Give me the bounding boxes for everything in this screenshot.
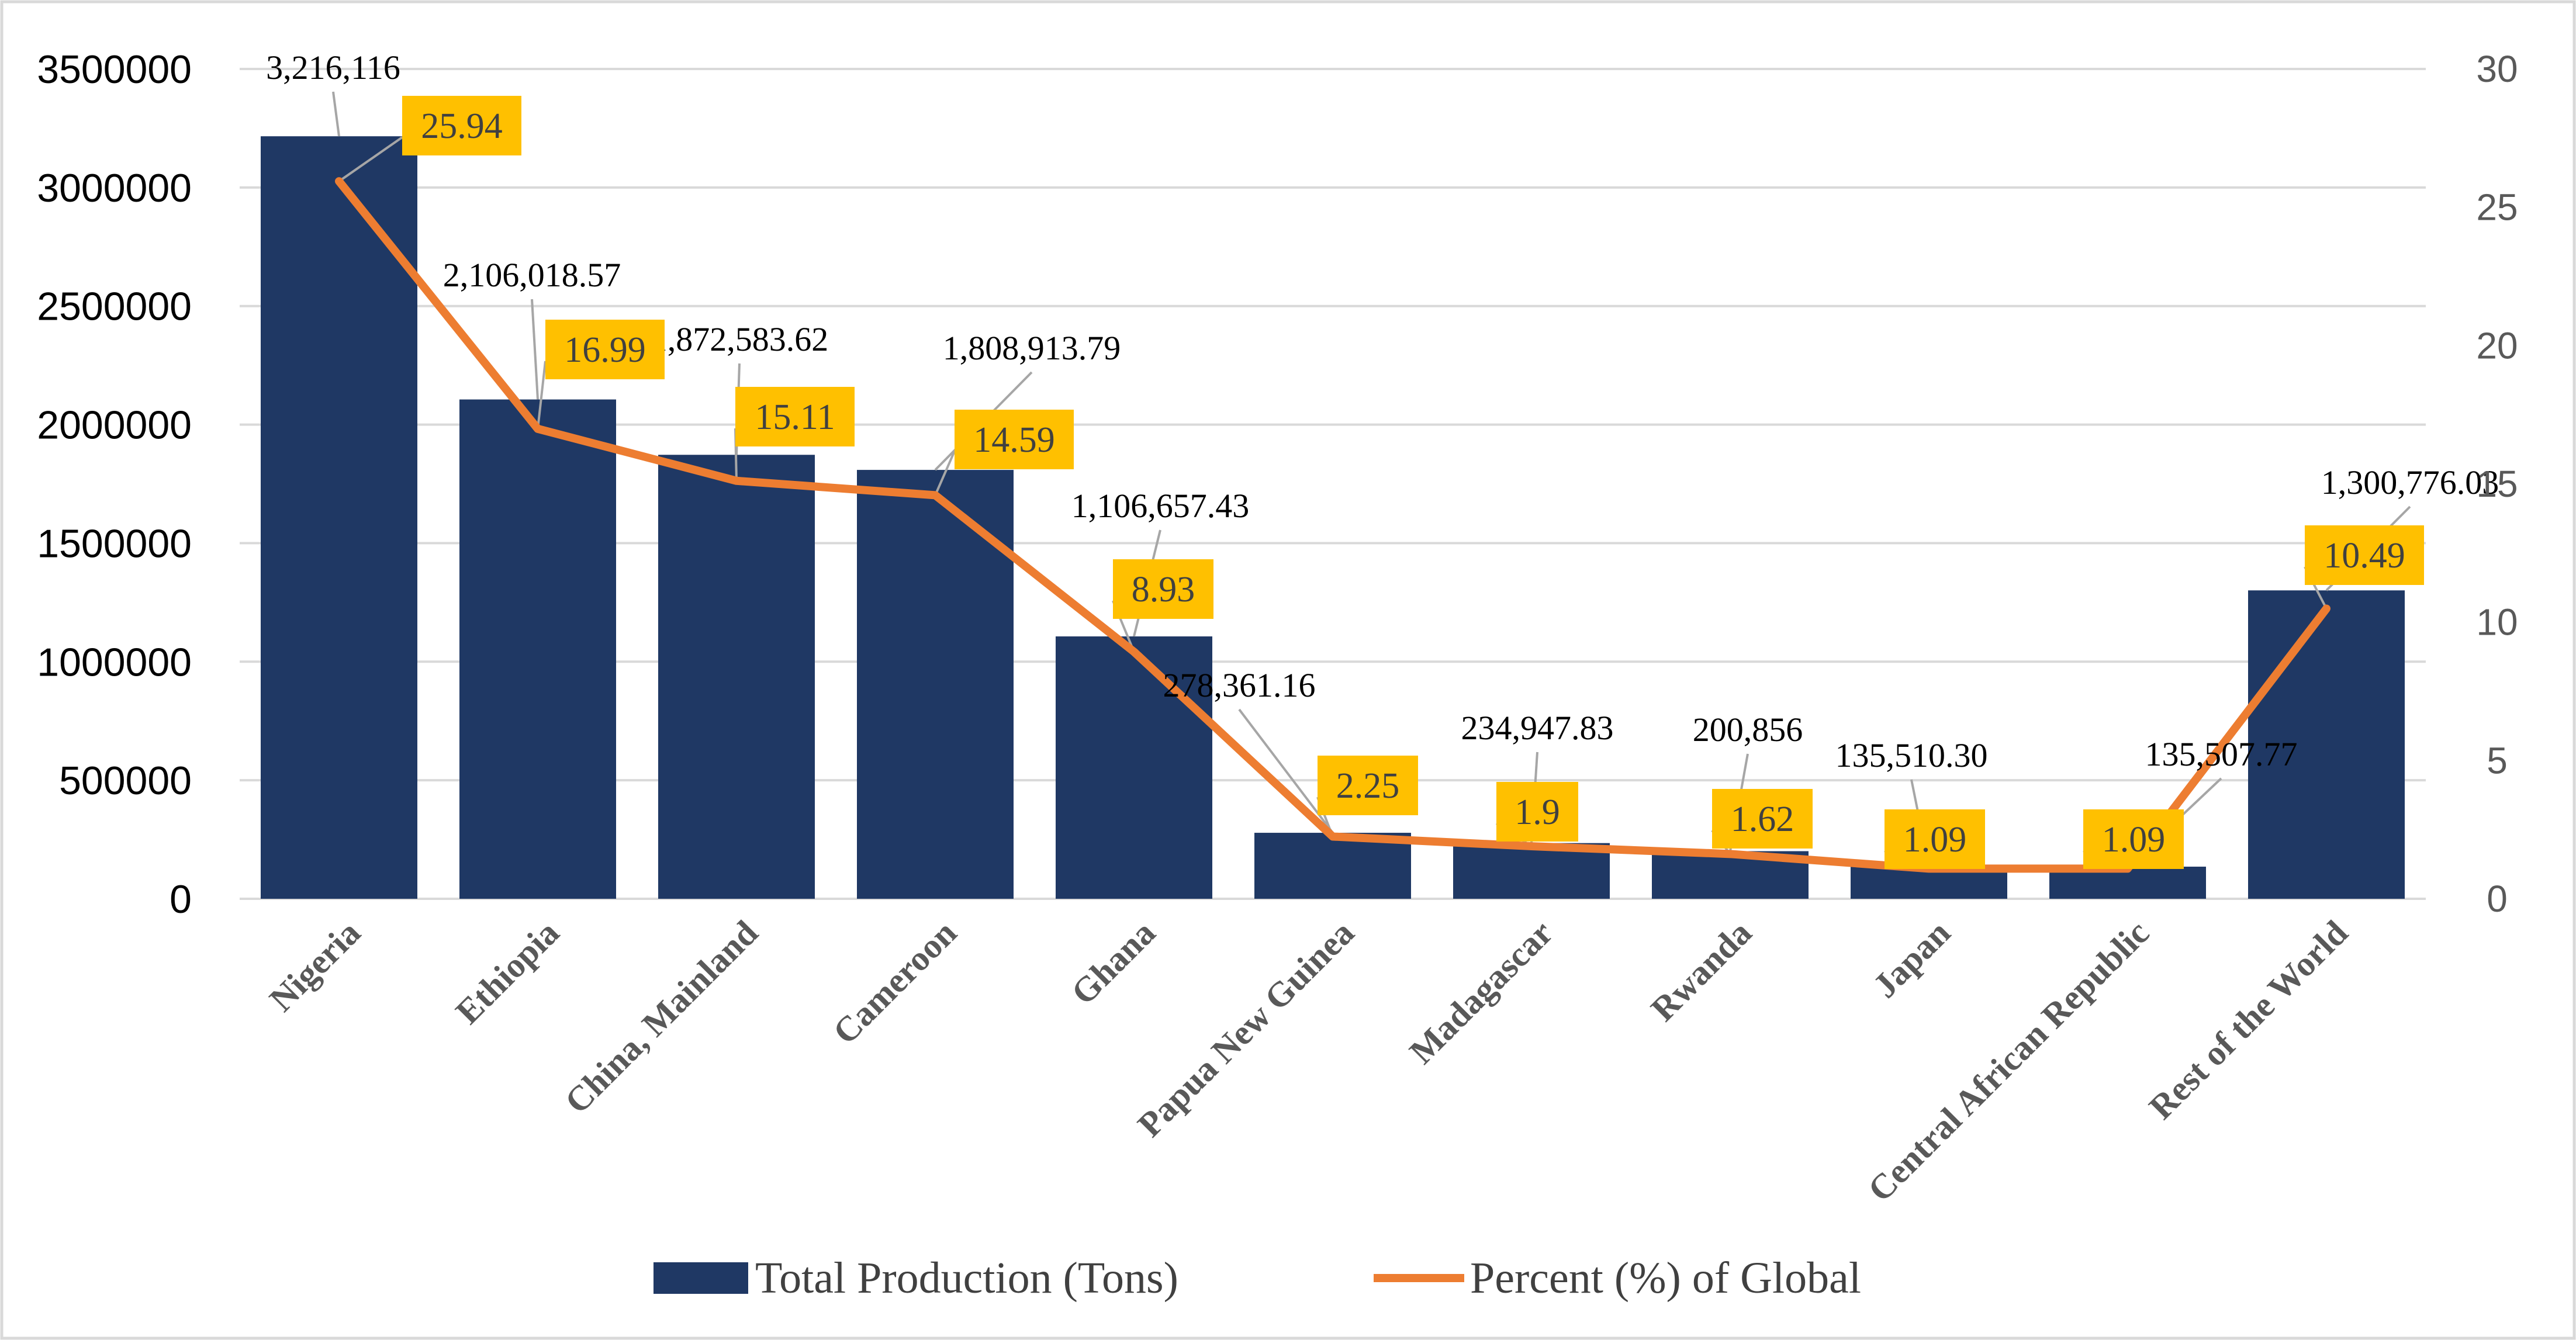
bar-value-labels: 3,216,116 2,106,018.57 1,872,583.62 1,808,9… bbox=[266, 49, 2499, 774]
percent-label-box bbox=[955, 410, 1074, 469]
right-tick-label: 5 bbox=[2487, 739, 2508, 781]
bar-value-label: 1,808,913.79 bbox=[943, 329, 1121, 367]
bar-series bbox=[261, 136, 2405, 899]
percent-label-box bbox=[2083, 809, 2184, 869]
bar-madagascar bbox=[1453, 843, 1610, 899]
bar-value-label: 3,216,116 bbox=[266, 49, 400, 86]
legend-line-label: Percent (%) of Global bbox=[1470, 1254, 1861, 1303]
left-tick-label: 1500000 bbox=[37, 521, 192, 566]
percent-label: 1.9 bbox=[1515, 792, 1560, 832]
bar-papua-new-guinea bbox=[1254, 833, 1411, 899]
left-tick-label: 1000000 bbox=[37, 640, 192, 684]
bar-value-label: 135,507.77 bbox=[2145, 735, 2298, 773]
percent-label: 14.59 bbox=[973, 420, 1055, 460]
left-tick-label: 2000000 bbox=[37, 403, 192, 448]
percent-label-box bbox=[1712, 789, 1813, 849]
line-series bbox=[335, 177, 2330, 873]
right-tick-label: 30 bbox=[2476, 48, 2518, 90]
right-tick-label: 20 bbox=[2476, 324, 2518, 366]
line-value-labels: 25.94 16.99 15.11 14.59 8.93 2.25 1.9 1.62 1.09 1… bbox=[402, 96, 2424, 869]
percent-line bbox=[335, 177, 2330, 873]
percent-label: 1.09 bbox=[2102, 820, 2166, 860]
bar-ethiopia bbox=[459, 399, 616, 899]
value-leader-line bbox=[1238, 708, 1334, 834]
percent-label-box bbox=[545, 320, 665, 379]
percent-label: 1.09 bbox=[1903, 820, 1967, 860]
percent-leader-line bbox=[934, 451, 956, 496]
left-tick-label: 0 bbox=[170, 877, 192, 922]
percent-label: 2.25 bbox=[1336, 766, 1400, 806]
percent-label-box bbox=[402, 96, 521, 155]
percent-label-box bbox=[1113, 559, 1213, 619]
legend-bar-swatch bbox=[653, 1262, 748, 1294]
bar-value-label: 2,106,018.57 bbox=[443, 256, 621, 294]
legend: Total Production (Tons) Percent (%) of G… bbox=[653, 1254, 1861, 1303]
right-tick-label: 10 bbox=[2476, 601, 2518, 643]
right-tick-label: 0 bbox=[2487, 878, 2508, 920]
bar-rest-of-the-world bbox=[2248, 590, 2405, 899]
percent-label-box bbox=[2305, 525, 2424, 585]
bar-value-label: 135,510.30 bbox=[1835, 736, 1988, 774]
percent-label-box bbox=[735, 387, 855, 446]
percent-leader-line bbox=[338, 136, 403, 182]
left-tick-label: 2500000 bbox=[37, 285, 192, 329]
right-tick-label: 25 bbox=[2476, 186, 2518, 228]
left-axis: 0 500000 1000000 1500000 2000000 2500000 30000… bbox=[37, 47, 192, 922]
percent-label: 10.49 bbox=[2323, 536, 2405, 576]
percent-label-box bbox=[1885, 809, 1985, 869]
bar-value-label: 1,872,583.62 bbox=[651, 320, 829, 358]
bar-value-label: 200,856 bbox=[1693, 711, 1803, 749]
percent-label: 8.93 bbox=[1132, 570, 1195, 610]
left-tick-label: 3000000 bbox=[37, 166, 192, 210]
left-tick-label: 3500000 bbox=[37, 47, 192, 92]
percent-leader-line bbox=[537, 361, 547, 430]
bar-value-label: 234,947.83 bbox=[1461, 709, 1614, 747]
percent-label: 1.62 bbox=[1731, 799, 1794, 839]
legend-bar-label: Total Production (Tons) bbox=[755, 1254, 1178, 1303]
value-leader-line bbox=[531, 299, 539, 400]
bar-value-label: 1,106,657.43 bbox=[1071, 487, 1250, 525]
bar-value-label: 1,300,776.03 bbox=[2321, 463, 2499, 501]
percent-label: 16.99 bbox=[564, 330, 646, 370]
percent-label: 25.94 bbox=[421, 106, 503, 146]
right-axis: 0 5 10 15 20 25 30 bbox=[2476, 48, 2518, 920]
right-tick-label: 15 bbox=[2476, 463, 2518, 505]
left-tick-label: 500000 bbox=[59, 759, 192, 803]
percent-label-box bbox=[1318, 756, 1418, 815]
bar-value-label: 278,361.16 bbox=[1163, 666, 1316, 704]
bar-nigeria bbox=[261, 136, 417, 899]
percent-label-box bbox=[1496, 782, 1578, 842]
value-leader-line bbox=[332, 91, 340, 137]
bar-china-mainland bbox=[658, 455, 815, 899]
bar-ghana bbox=[1056, 636, 1212, 899]
percent-label: 15.11 bbox=[755, 397, 835, 437]
